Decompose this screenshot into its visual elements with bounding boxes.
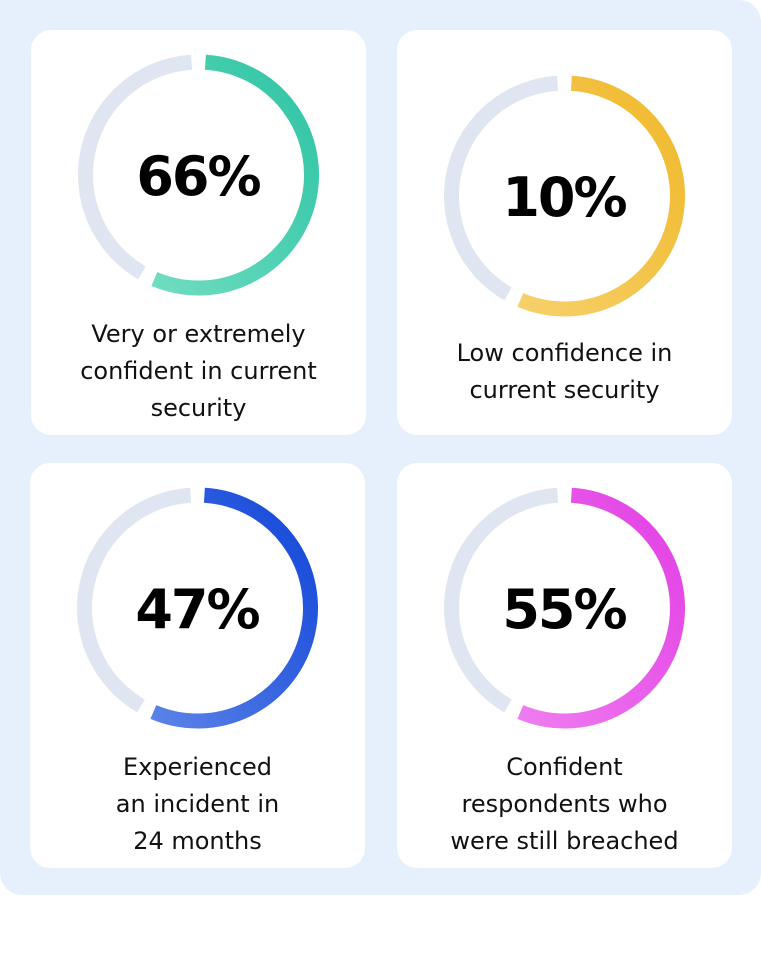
stat-card-low-confidence: 10% Low confidence in current security (397, 30, 732, 435)
stat-label: Experienced an incident in 24 months (36, 749, 359, 860)
donut-ring: 66% (61, 45, 336, 305)
stat-card-very-confident: 66% Very or extremely confident in curre… (31, 30, 366, 435)
donut-value-arc (150, 487, 318, 729)
donut-track (77, 487, 192, 713)
stat-label-line: 24 months (133, 827, 262, 855)
stat-value: 10% (502, 166, 626, 229)
donut-chart: 47% (77, 487, 318, 729)
stat-label-line: Very or extremely (91, 320, 306, 348)
donut-chart: 66% (78, 54, 319, 296)
stat-label-line: respondents who (461, 790, 668, 818)
stat-label-line: Confident (506, 753, 623, 781)
donut-chart: 10% (444, 75, 685, 317)
donut-track (444, 487, 559, 713)
donut-track (444, 75, 559, 301)
donut-track (78, 54, 193, 280)
stat-value: 66% (136, 145, 260, 208)
donut-ring: 55% (427, 478, 702, 738)
stat-label-line: Low confidence in (456, 339, 673, 367)
stat-label: Very or extremely confident in current s… (37, 316, 360, 427)
stat-card-incident: 47% Experienced an incident in 24 months (30, 463, 365, 868)
stat-value: 47% (135, 578, 259, 641)
stat-label: Low confidence in current security (403, 335, 726, 409)
stat-card-breached: 55% Confident respondents who were still… (397, 463, 732, 868)
donut-value-arc (517, 487, 685, 729)
donut-ring: 47% (60, 478, 335, 738)
donut-chart: 55% (444, 487, 685, 729)
stat-label-line: confident in current (80, 357, 317, 385)
stat-label-line: an incident in (115, 790, 280, 818)
stat-label: Confident respondents who were still bre… (403, 749, 726, 860)
stat-label-line: security (150, 394, 247, 422)
stat-label-line: were still breached (450, 827, 679, 855)
stat-label-line: current security (469, 376, 660, 404)
stat-value: 55% (502, 578, 626, 641)
donut-ring: 10% (427, 66, 702, 326)
stats-panel: 66% Very or extremely confident in curre… (0, 0, 761, 895)
stat-label-line: Experienced (122, 753, 273, 781)
donut-value-arc (517, 75, 685, 317)
donut-value-arc (151, 54, 319, 296)
